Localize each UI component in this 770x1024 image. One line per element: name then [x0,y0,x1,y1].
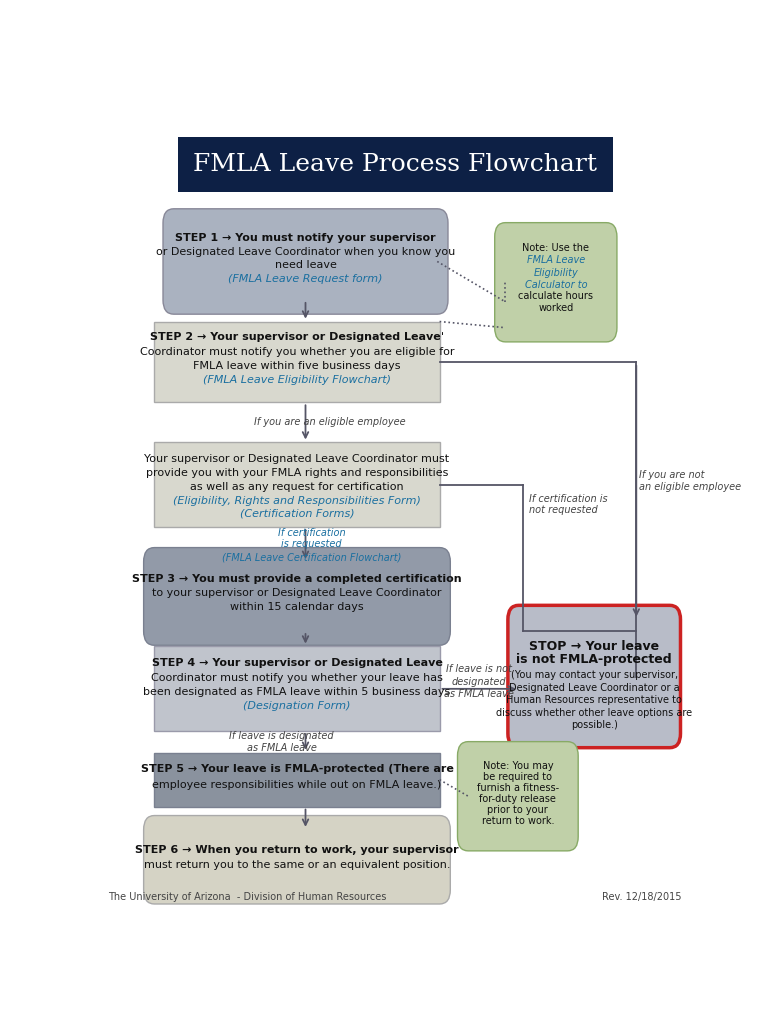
Text: (Designation Form): (Designation Form) [243,701,350,712]
Text: (FMLA Leave Eligibility Flowchart): (FMLA Leave Eligibility Flowchart) [203,375,391,385]
Text: STEP 1 → You must notify your supervisor: STEP 1 → You must notify your supervisor [176,232,436,243]
Text: (You may contact your supervisor,: (You may contact your supervisor, [511,670,678,680]
Text: as FMLA leave: as FMLA leave [444,689,514,699]
Text: If leave is designated
as FMLA leave: If leave is designated as FMLA leave [229,731,334,753]
FancyBboxPatch shape [154,322,440,402]
Text: for-duty release: for-duty release [480,795,556,805]
Text: FMLA Leave Process Flowchart: FMLA Leave Process Flowchart [193,153,598,176]
Text: calculate hours: calculate hours [518,292,594,301]
Text: Eligibility: Eligibility [534,268,578,278]
Text: (Certification Forms): (Certification Forms) [239,509,354,519]
Text: been designated as FMLA leave within 5 business days: been designated as FMLA leave within 5 b… [143,687,450,697]
Text: employee responsibilities while out on FMLA leave.): employee responsibilities while out on F… [152,780,442,791]
Text: as well as any request for certification: as well as any request for certification [190,482,403,493]
FancyBboxPatch shape [144,548,450,645]
Text: Calculator to: Calculator to [524,281,588,291]
FancyBboxPatch shape [154,753,440,807]
Text: If you are not: If you are not [639,470,705,480]
Text: (Eligibility, Rights and Responsibilities Form): (Eligibility, Rights and Responsibilitie… [173,496,421,506]
Text: provide you with your FMLA rights and responsibilities: provide you with your FMLA rights and re… [146,468,448,478]
Text: If certification: If certification [278,527,345,538]
Text: STEP 5 → Your leave is FMLA-protected (There are: STEP 5 → Your leave is FMLA-protected (T… [141,765,454,774]
Text: Note: Use the: Note: Use the [522,243,589,253]
Text: STEP 6 → When you return to work, your supervisor: STEP 6 → When you return to work, your s… [136,845,459,855]
Text: furnish a fitness-: furnish a fitness- [477,783,559,794]
Text: is not FMLA-protected: is not FMLA-protected [517,653,672,667]
Text: possible.): possible.) [571,721,618,730]
Text: is requested: is requested [281,540,342,550]
FancyBboxPatch shape [494,222,617,342]
Text: STEP 4 → Your supervisor or Designated Leave: STEP 4 → Your supervisor or Designated L… [152,657,443,668]
Text: Coordinator must notify you whether your leave has: Coordinator must notify you whether your… [151,673,443,683]
Text: worked: worked [538,303,574,313]
Text: FMLA leave within five business days: FMLA leave within five business days [193,360,400,371]
Text: STEP 2 → Your supervisor or Designated Leaveˈ: STEP 2 → Your supervisor or Designated L… [150,332,444,342]
Text: If you are an eligible employee: If you are an eligible employee [253,418,405,427]
FancyBboxPatch shape [154,646,440,731]
FancyBboxPatch shape [457,741,578,851]
Text: an eligible employee: an eligible employee [639,482,742,492]
Text: discuss whether other leave options are: discuss whether other leave options are [496,708,692,718]
Text: If leave is not: If leave is not [446,665,512,674]
Text: to your supervisor or Designated Leave Coordinator: to your supervisor or Designated Leave C… [152,588,442,598]
FancyBboxPatch shape [508,605,681,748]
Text: (FMLA Leave Certification Flowchart): (FMLA Leave Certification Flowchart) [222,552,401,562]
Text: Designated Leave Coordinator or a: Designated Leave Coordinator or a [509,683,679,692]
FancyBboxPatch shape [144,815,450,904]
Text: return to work.: return to work. [481,816,554,826]
FancyBboxPatch shape [178,137,613,193]
Text: need leave: need leave [275,260,336,270]
Text: be required to: be required to [484,772,552,782]
Text: STOP → Your leave: STOP → Your leave [529,640,659,653]
Text: Note: You may: Note: You may [483,761,553,771]
Text: designated: designated [452,677,507,687]
Text: (FMLA Leave Request form): (FMLA Leave Request form) [228,273,383,284]
Text: Human Resources representative to: Human Resources representative to [506,695,682,706]
FancyBboxPatch shape [154,442,440,527]
Text: must return you to the same or an equivalent position.: must return you to the same or an equiva… [144,860,450,870]
Text: STEP 3 → You must provide a completed certification: STEP 3 → You must provide a completed ce… [132,574,462,584]
Text: within 15 calendar days: within 15 calendar days [230,602,363,612]
Text: Rev. 12/18/2015: Rev. 12/18/2015 [601,892,681,902]
Text: The University of Arizona  - Division of Human Resources: The University of Arizona - Division of … [108,892,387,902]
FancyBboxPatch shape [163,209,448,314]
Text: If certification is
not requested: If certification is not requested [529,494,608,515]
Text: Your supervisor or Designated Leave Coordinator must: Your supervisor or Designated Leave Coor… [145,454,450,464]
Text: or Designated Leave Coordinator when you know you: or Designated Leave Coordinator when you… [156,247,455,257]
Text: Coordinator must notify you whether you are eligible for: Coordinator must notify you whether you … [139,347,454,356]
Text: prior to your: prior to your [487,806,548,815]
Text: FMLA Leave: FMLA Leave [527,255,585,265]
